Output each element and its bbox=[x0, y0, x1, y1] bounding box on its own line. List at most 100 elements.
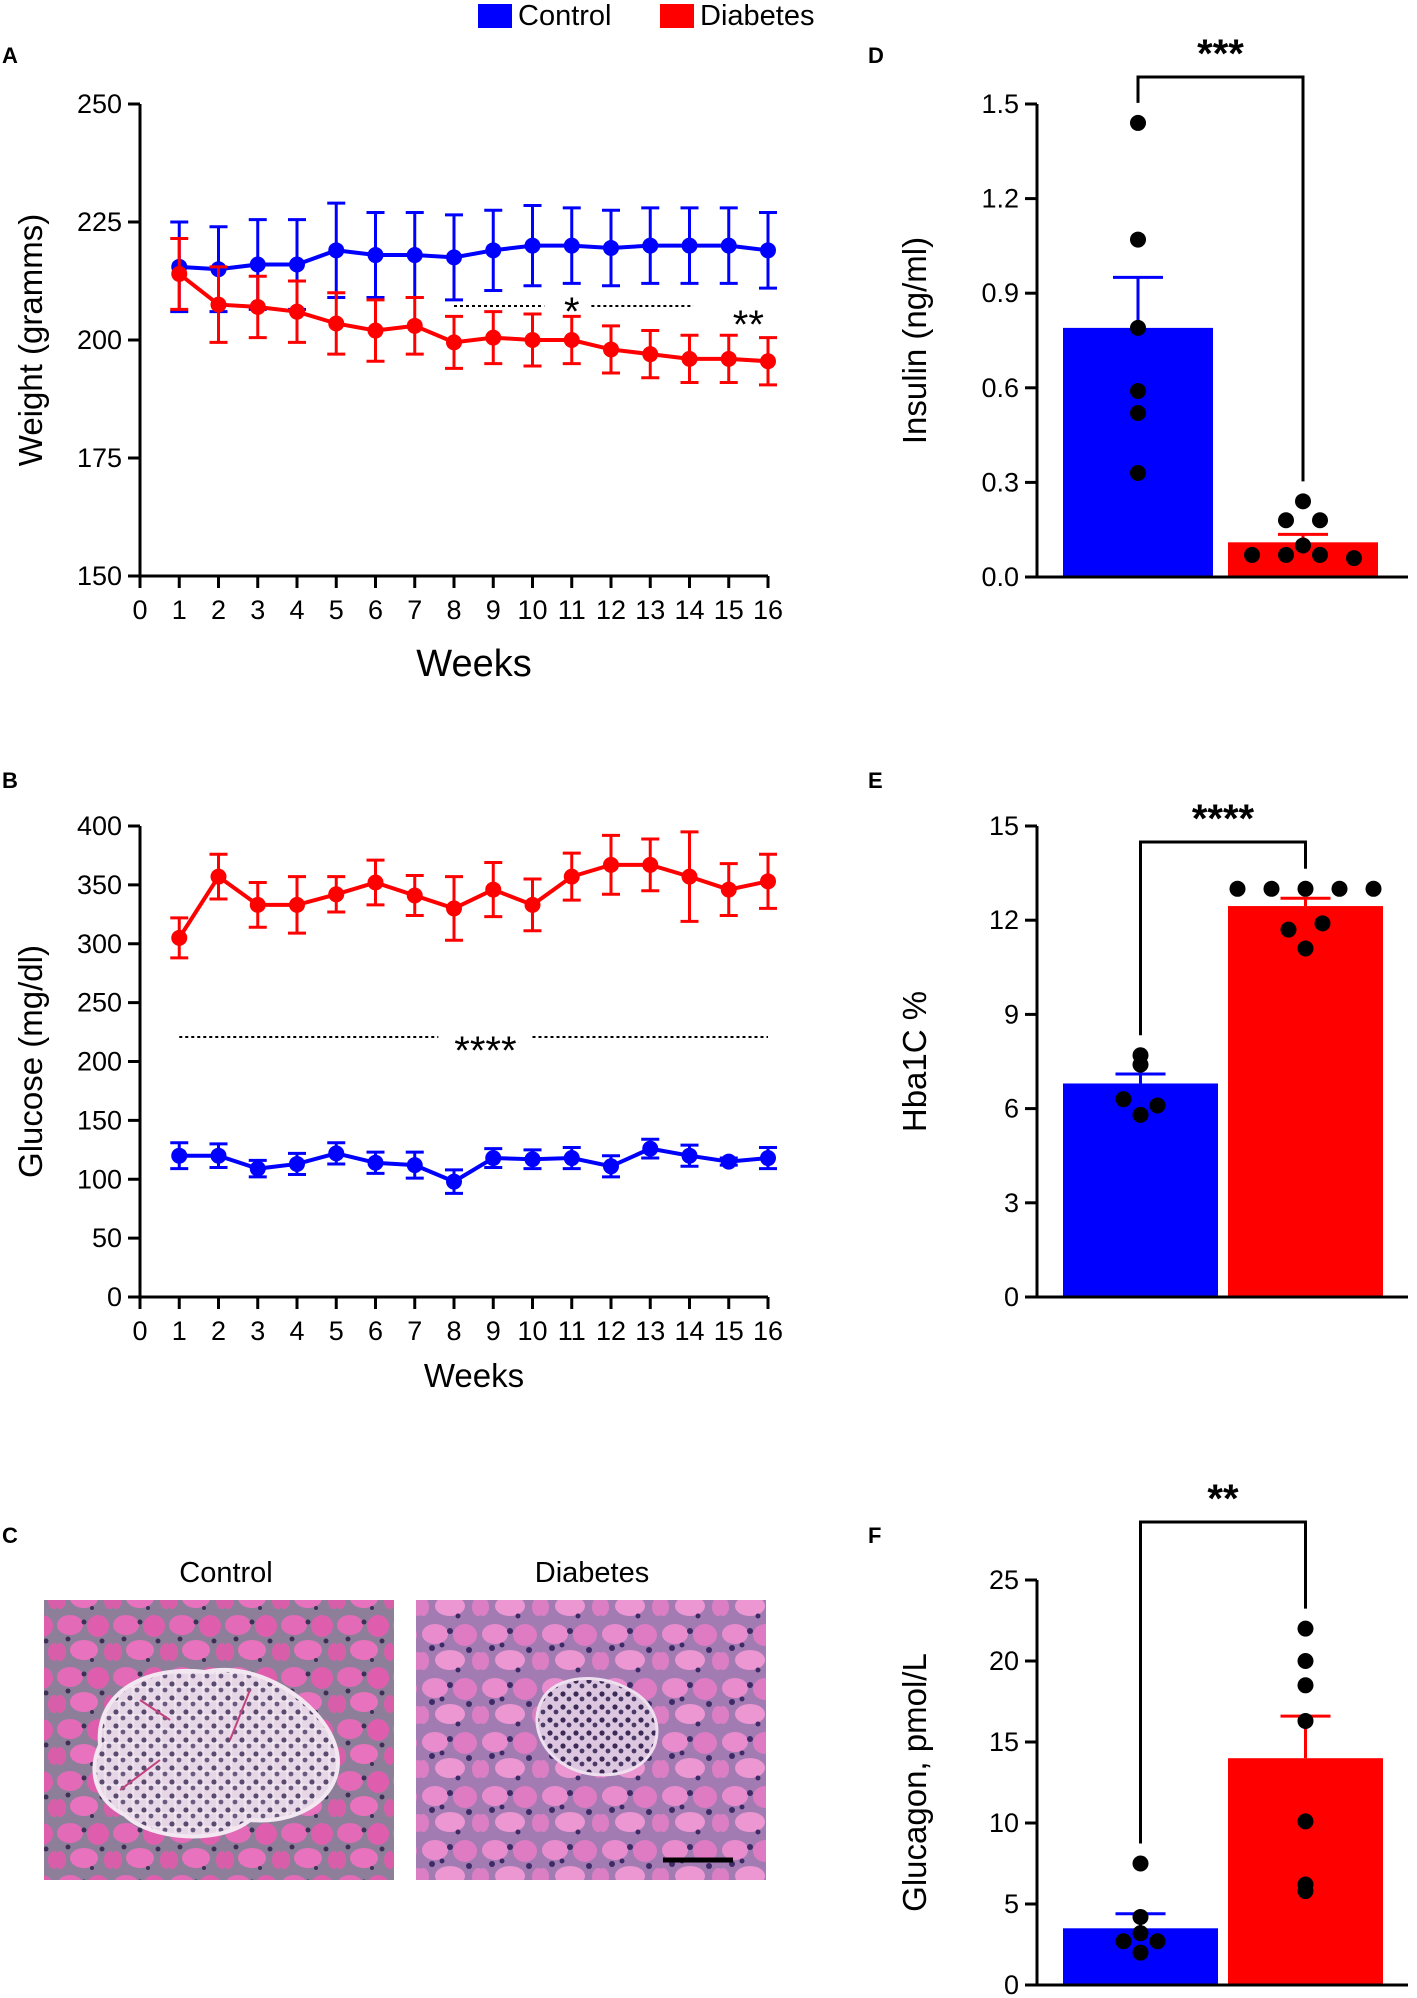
data-point bbox=[1149, 1097, 1166, 1114]
series-diabetes bbox=[170, 830, 777, 960]
data-point bbox=[720, 881, 737, 898]
x-tick-label: 4 bbox=[289, 595, 304, 625]
data-point bbox=[642, 1140, 659, 1157]
data-point bbox=[171, 265, 188, 282]
data-point bbox=[720, 350, 737, 367]
y-tick-label: 0.9 bbox=[981, 278, 1019, 308]
x-tick-label: 9 bbox=[486, 595, 501, 625]
data-point bbox=[681, 350, 698, 367]
data-point bbox=[1297, 940, 1314, 957]
data-point bbox=[603, 239, 619, 256]
x-tick-label: 15 bbox=[714, 1316, 744, 1346]
data-point bbox=[1314, 915, 1331, 932]
x-tick-label: 4 bbox=[289, 1316, 304, 1346]
legend: Control Diabetes bbox=[478, 0, 814, 32]
data-point bbox=[171, 929, 188, 946]
data-point bbox=[1312, 512, 1328, 529]
x-tick-label: 1 bbox=[172, 595, 187, 625]
data-point bbox=[1130, 405, 1146, 422]
data-point bbox=[485, 329, 502, 346]
data-point bbox=[524, 1151, 541, 1168]
x-tick-label: 0 bbox=[132, 595, 147, 625]
data-point bbox=[1132, 1056, 1149, 1073]
x-tick-label: 3 bbox=[250, 1316, 265, 1346]
data-point bbox=[446, 1173, 462, 1190]
data-point bbox=[1297, 1653, 1314, 1669]
series-line bbox=[178, 272, 769, 364]
data-point bbox=[367, 874, 384, 891]
data-point bbox=[563, 1150, 580, 1167]
data-point bbox=[289, 256, 305, 273]
data-point bbox=[681, 237, 698, 254]
x-tick-label: 14 bbox=[674, 1316, 704, 1346]
series-control bbox=[170, 1137, 777, 1195]
significance-label: *** bbox=[1197, 32, 1244, 76]
histology-image-diabetes bbox=[416, 1600, 766, 1880]
y-tick-label: 0.3 bbox=[981, 467, 1019, 497]
x-tick-label: 16 bbox=[753, 1316, 783, 1346]
x-tick-label: 12 bbox=[596, 1316, 626, 1346]
data-point bbox=[406, 247, 423, 264]
data-point bbox=[249, 896, 266, 913]
y-tick-label: 6 bbox=[1004, 1094, 1019, 1124]
significance-label: **** bbox=[454, 1029, 516, 1073]
data-point bbox=[328, 242, 345, 259]
y-tick-label: 0.6 bbox=[981, 373, 1019, 403]
x-tick-label: 11 bbox=[558, 1316, 586, 1346]
panel-label-c: C bbox=[2, 1523, 18, 1548]
bar-diabetes bbox=[1228, 1758, 1383, 1985]
x-axis-title: Weeks bbox=[416, 643, 531, 685]
chart-glucagon: 0 5 10 15 20 25 Glucagon, pmol/L ** bbox=[896, 1477, 1408, 1998]
x-tick-label: 8 bbox=[446, 1316, 461, 1346]
data-point bbox=[1312, 546, 1328, 563]
y-tick-label: 0 bbox=[1004, 1282, 1019, 1312]
data-point bbox=[1278, 512, 1294, 529]
histology-panel: Control Diabetes bbox=[44, 1557, 766, 1880]
panel-label-a: A bbox=[2, 43, 18, 68]
data-point bbox=[1297, 1813, 1314, 1830]
x-tick-label: 8 bbox=[446, 595, 461, 625]
data-point bbox=[720, 237, 737, 254]
y-tick-label: 50 bbox=[92, 1223, 122, 1253]
y-tick-label: 150 bbox=[77, 1105, 122, 1135]
x-tick-label: 15 bbox=[714, 595, 744, 625]
chart-hba1c: 0 3 6 9 12 15 Hba1C % **** bbox=[896, 797, 1408, 1312]
data-point bbox=[1149, 1933, 1166, 1950]
x-tick-label: 1 bbox=[172, 1316, 187, 1346]
x-tick-label: 9 bbox=[486, 1316, 501, 1346]
data-point bbox=[406, 1157, 423, 1174]
data-point bbox=[681, 1147, 698, 1164]
y-tick-label: 225 bbox=[77, 207, 122, 237]
data-point bbox=[1297, 880, 1314, 897]
data-point bbox=[563, 237, 580, 254]
data-point bbox=[289, 303, 305, 320]
x-axis-title: Weeks bbox=[424, 1357, 524, 1394]
data-point bbox=[485, 1150, 502, 1167]
data-point bbox=[1132, 1944, 1149, 1961]
data-point bbox=[1244, 546, 1260, 563]
data-point bbox=[1130, 464, 1146, 481]
series-line bbox=[177, 862, 769, 939]
x-tick-label: 14 bbox=[674, 595, 704, 625]
data-point bbox=[210, 1147, 227, 1164]
x-tick-label: 6 bbox=[368, 1316, 383, 1346]
legend-label-diabetes: Diabetes bbox=[700, 0, 814, 32]
legend-swatch-control bbox=[478, 4, 512, 28]
panel-label-f: F bbox=[868, 1523, 881, 1548]
data-point bbox=[563, 332, 580, 348]
data-point bbox=[446, 334, 462, 351]
data-point bbox=[249, 298, 266, 315]
data-point bbox=[1132, 1106, 1149, 1123]
y-axis-title: Weight (gramms) bbox=[12, 214, 49, 466]
y-axis-title: Insulin (ng/ml) bbox=[896, 237, 933, 444]
data-point bbox=[1297, 1712, 1314, 1729]
data-point bbox=[524, 332, 541, 348]
y-tick-label: 25 bbox=[989, 1565, 1019, 1595]
x-tick-label: 13 bbox=[635, 1316, 665, 1346]
data-point bbox=[210, 296, 227, 313]
data-point bbox=[406, 317, 423, 334]
x-tick-label: 13 bbox=[635, 595, 665, 625]
